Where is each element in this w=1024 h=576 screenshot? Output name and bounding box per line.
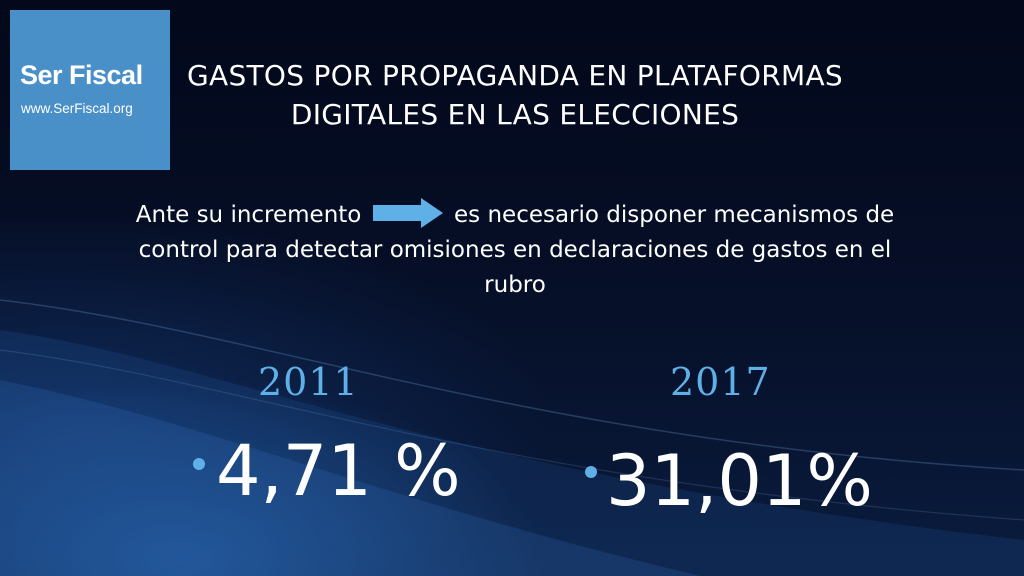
year-2017: 2017 <box>670 360 771 404</box>
arrow-right-icon <box>372 198 443 228</box>
value-2011: 4,71 % <box>216 430 461 512</box>
ser-fiscal-logo: Ser Fiscal www.SerFiscal.org <box>10 10 170 170</box>
subtitle-before-arrow: Ante su incremento <box>135 202 362 228</box>
subtitle-after-arrow: es necesario disponer mecanismos de cont… <box>138 202 895 298</box>
year-2011: 2011 <box>258 360 359 404</box>
logo-name: Ser Fiscal <box>20 60 143 90</box>
slide-title: GASTOS POR PROPAGANDA EN PLATAFORMAS DIG… <box>187 59 843 131</box>
bullet-icon <box>585 466 597 478</box>
slide-subtitle: Ante su incremento es necesario disponer… <box>130 197 900 303</box>
logo-url: www.SerFiscal.org <box>21 101 133 116</box>
bullet-icon <box>193 458 205 470</box>
value-2017: 31,01% <box>606 440 873 522</box>
